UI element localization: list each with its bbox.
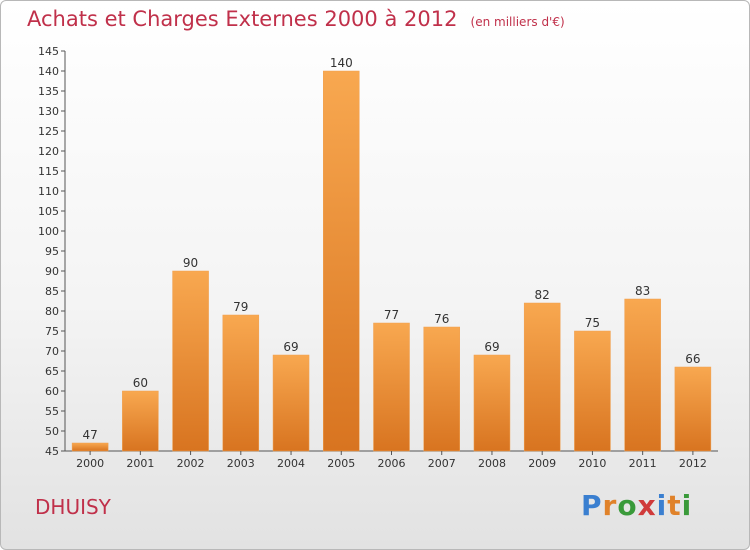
chart-title-unit: (en milliers d'€) <box>470 15 565 29</box>
bar <box>222 314 260 452</box>
data-label: 66 <box>685 352 700 366</box>
logo-letter: t <box>667 489 682 522</box>
y-tick-label: 55 <box>45 405 59 418</box>
data-label: 76 <box>434 312 449 326</box>
y-tick-label: 95 <box>45 245 59 258</box>
data-label: 90 <box>183 256 198 270</box>
data-label: 47 <box>82 428 97 442</box>
x-tick-label: 2004 <box>277 457 305 470</box>
x-tick-label: 2007 <box>428 457 456 470</box>
bar <box>272 354 310 452</box>
x-tick-label: 2008 <box>478 457 506 470</box>
y-tick-label: 90 <box>45 265 59 278</box>
y-tick-label: 65 <box>45 365 59 378</box>
y-tick-label: 135 <box>38 85 59 98</box>
y-tick-label: 80 <box>45 305 59 318</box>
data-label: 79 <box>233 300 248 314</box>
logo-letter: x <box>637 489 657 522</box>
y-tick-label: 105 <box>38 205 59 218</box>
chart-title: Achats et Charges Externes 2000 à 2012 (… <box>27 7 565 31</box>
data-label: 75 <box>585 316 600 330</box>
x-tick-label: 2011 <box>629 457 657 470</box>
data-label: 77 <box>384 308 399 322</box>
logo-letter: o <box>617 489 638 522</box>
y-tick-label: 120 <box>38 145 59 158</box>
y-tick-label: 100 <box>38 225 59 238</box>
bar <box>323 70 360 452</box>
x-tick-label: 2009 <box>528 457 556 470</box>
data-label: 69 <box>283 340 298 354</box>
y-tick-label: 85 <box>45 285 59 298</box>
y-tick-label: 125 <box>38 125 59 138</box>
x-tick-label: 2003 <box>227 457 255 470</box>
y-tick-label: 140 <box>38 65 59 78</box>
y-tick-label: 75 <box>45 325 59 338</box>
y-tick-label: 60 <box>45 385 59 398</box>
y-tick-label: 45 <box>45 445 59 458</box>
x-tick-label: 2002 <box>177 457 205 470</box>
commune-name: DHUISY <box>35 495 111 519</box>
x-tick-label: 2006 <box>378 457 406 470</box>
bar <box>574 330 611 452</box>
logo-letter: r <box>602 489 618 522</box>
bar <box>473 354 511 452</box>
proxiti-logo: Proxiti <box>581 489 692 522</box>
chart-title-main: Achats et Charges Externes 2000 à 2012 <box>27 7 458 31</box>
logo-letter: i <box>656 489 668 522</box>
data-label: 140 <box>330 56 353 70</box>
bar <box>373 322 410 452</box>
bar <box>122 390 159 452</box>
x-tick-label: 2001 <box>126 457 154 470</box>
bar <box>624 298 661 452</box>
y-tick-label: 130 <box>38 105 59 118</box>
y-tick-label: 50 <box>45 425 59 438</box>
data-label: 82 <box>535 288 550 302</box>
y-tick-label: 70 <box>45 345 59 358</box>
x-tick-label: 2010 <box>578 457 606 470</box>
data-label: 69 <box>484 340 499 354</box>
y-tick-label: 110 <box>38 185 59 198</box>
bar <box>423 326 460 452</box>
x-tick-label: 2012 <box>679 457 707 470</box>
x-tick-label: 2000 <box>76 457 104 470</box>
y-tick-label: 145 <box>38 45 59 58</box>
bar <box>71 442 109 452</box>
bar <box>523 302 561 452</box>
data-label: 60 <box>133 376 148 390</box>
y-tick-label: 115 <box>38 165 59 178</box>
x-tick-label: 2005 <box>327 457 355 470</box>
bar <box>172 270 209 452</box>
data-label: 83 <box>635 284 650 298</box>
logo-letter: P <box>581 489 603 522</box>
logo-letter: i <box>681 489 693 522</box>
bar <box>674 366 712 452</box>
